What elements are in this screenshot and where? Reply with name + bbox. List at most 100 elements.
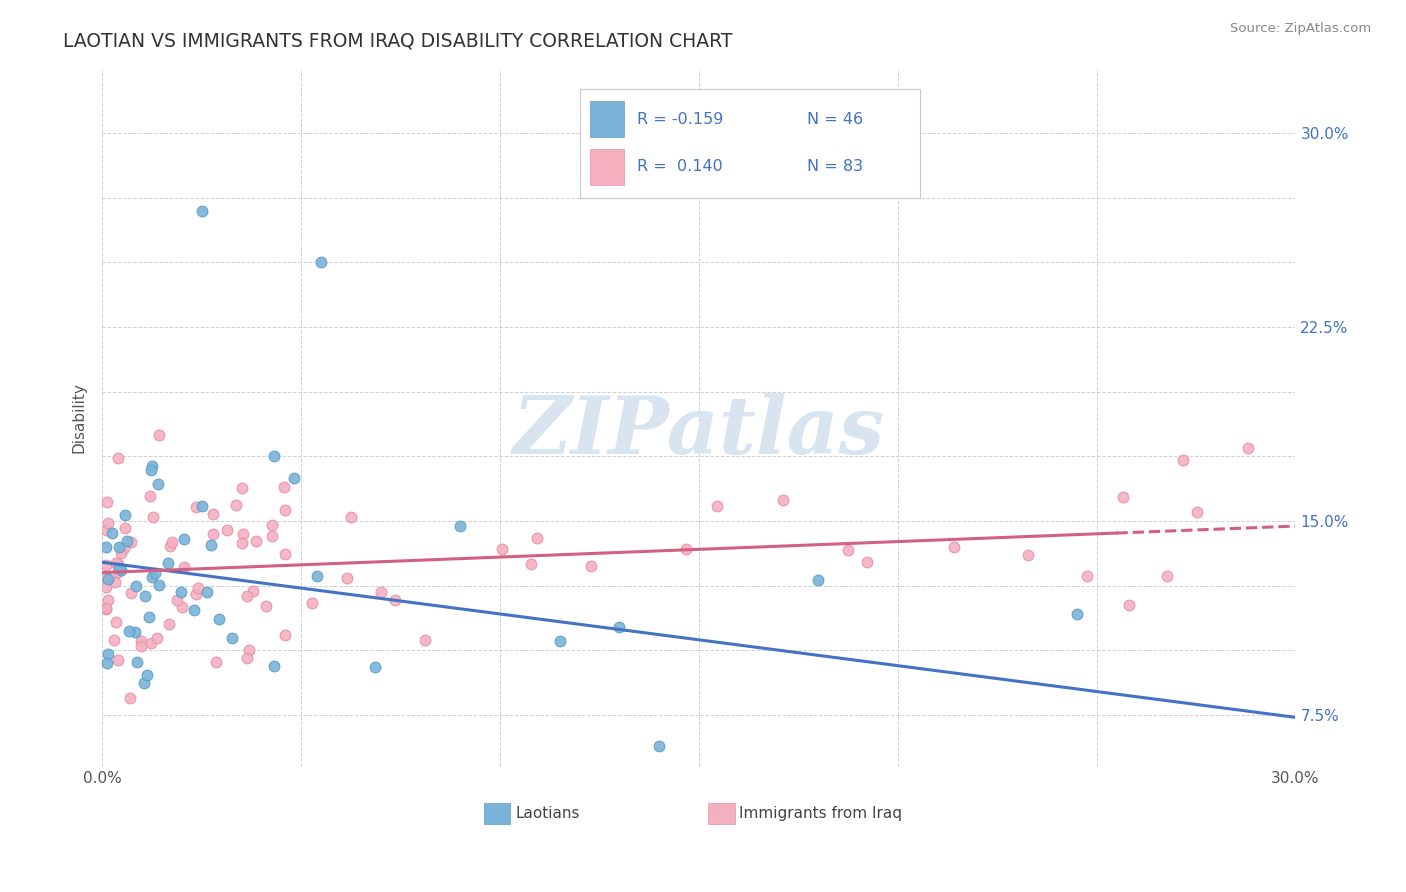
Point [856, 555, 879, 569]
Point [125, 655, 148, 669]
Point [139, 489, 162, 503]
Point [145, 631, 167, 645]
Y-axis label: Disability: Disability [72, 382, 86, 453]
Point [183, 603, 205, 617]
Point [146, 477, 169, 491]
Point [384, 593, 406, 607]
Point [134, 589, 156, 603]
Point [1237, 442, 1260, 456]
Point [132, 676, 155, 690]
Point [124, 625, 146, 640]
Text: Immigrants from Iraq: Immigrants from Iraq [740, 806, 903, 822]
Point [159, 539, 181, 553]
Point [160, 534, 183, 549]
Point [273, 628, 295, 642]
Point [148, 428, 170, 442]
Point [120, 586, 142, 600]
Point [579, 559, 602, 574]
Point [96, 523, 118, 537]
Point [449, 518, 471, 533]
Point [156, 556, 179, 570]
Point [706, 500, 728, 514]
Point [96, 600, 118, 615]
Point [96, 558, 118, 573]
Point [232, 526, 254, 541]
Point [96, 540, 118, 554]
Point [103, 632, 125, 647]
Point [1017, 549, 1039, 563]
Point [138, 610, 160, 624]
Point [107, 565, 129, 579]
Point [263, 658, 285, 673]
Point [1076, 569, 1098, 583]
Point [340, 509, 363, 524]
Point [96, 494, 118, 508]
Point [607, 620, 630, 634]
Point [1156, 569, 1178, 583]
Point [309, 255, 332, 269]
Point [173, 532, 195, 546]
Point [283, 471, 305, 485]
Point [136, 667, 159, 681]
Point [190, 203, 212, 218]
Point [114, 521, 136, 535]
Point [221, 631, 243, 645]
Point [274, 503, 297, 517]
Point [97, 572, 120, 586]
Point [142, 509, 165, 524]
Point [772, 492, 794, 507]
Point [526, 531, 548, 545]
Point [837, 542, 859, 557]
Point [200, 538, 222, 552]
Point [129, 634, 152, 648]
Point [217, 523, 239, 537]
Point [141, 570, 163, 584]
Point [107, 450, 129, 465]
Point [166, 593, 188, 607]
Point [131, 640, 153, 654]
Text: ZIPatlas: ZIPatlas [513, 392, 884, 470]
Point [187, 581, 209, 595]
Point [173, 560, 195, 574]
Point [115, 534, 138, 549]
Point [242, 583, 264, 598]
Point [245, 534, 267, 549]
Point [96, 580, 118, 594]
Point [225, 499, 247, 513]
Point [97, 648, 120, 662]
Point [104, 574, 127, 589]
Point [205, 655, 228, 669]
Point [1185, 505, 1208, 519]
Point [96, 656, 118, 670]
Point [195, 584, 218, 599]
Point [273, 480, 295, 494]
Point [139, 635, 162, 649]
Point [235, 589, 257, 603]
Point [807, 573, 830, 587]
Point [110, 546, 132, 560]
Text: Laotians: Laotians [515, 806, 579, 822]
Point [231, 481, 253, 495]
Text: Source: ZipAtlas.com: Source: ZipAtlas.com [1230, 22, 1371, 36]
Point [274, 547, 297, 561]
Point [120, 690, 142, 705]
Point [190, 499, 212, 513]
Point [186, 500, 208, 515]
Point [96, 570, 118, 584]
Point [97, 593, 120, 607]
FancyBboxPatch shape [484, 804, 510, 824]
Point [1118, 599, 1140, 613]
Point [235, 650, 257, 665]
Point [675, 541, 697, 556]
Point [491, 542, 513, 557]
Point [263, 450, 285, 464]
Point [1111, 490, 1133, 504]
Point [112, 541, 135, 555]
Point [301, 597, 323, 611]
Point [262, 529, 284, 543]
Point [157, 617, 180, 632]
Point [105, 556, 128, 570]
Point [108, 540, 131, 554]
Point [648, 739, 671, 753]
Point [148, 578, 170, 592]
